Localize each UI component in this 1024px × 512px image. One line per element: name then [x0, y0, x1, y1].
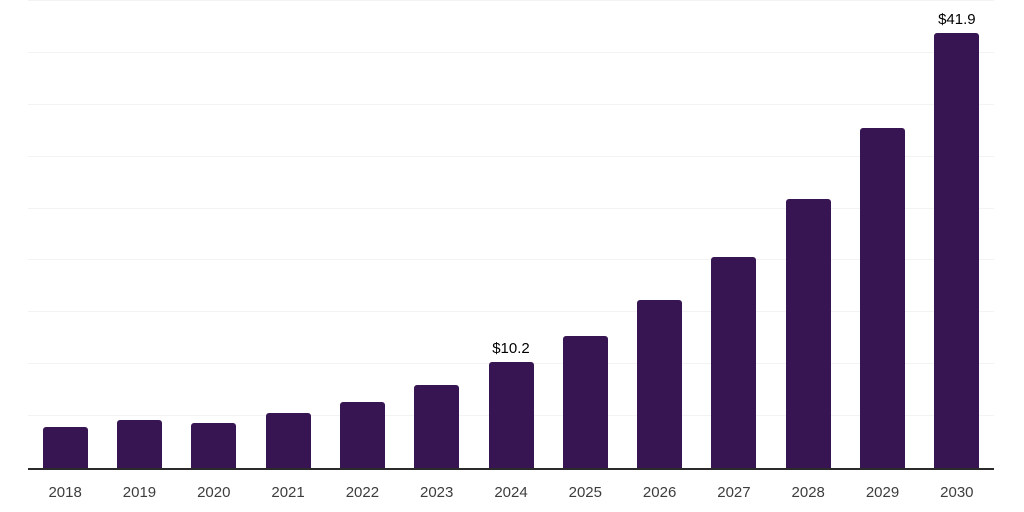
bar-2025: [562, 336, 608, 468]
bar-value-label-2024: $10.2: [492, 340, 530, 358]
x-tick-label-2025: 2025: [568, 484, 602, 501]
x-tick-label-2020: 2020: [197, 484, 231, 501]
gridline-25: [28, 207, 994, 209]
gridline-30: [28, 155, 994, 157]
gridline-35: [28, 103, 994, 105]
gridline-20: [28, 259, 994, 261]
bar-value-label-2030: $41.9: [938, 11, 976, 29]
bar-2018: [42, 426, 88, 468]
bar-2022: [339, 401, 385, 468]
gridline-15: [28, 311, 994, 313]
bar-2029: [860, 127, 906, 468]
bar-2027: [711, 257, 757, 468]
x-tick-label-2030: 2030: [940, 484, 974, 501]
gridline-45: [28, 0, 994, 1]
x-tick-label-2019: 2019: [122, 484, 157, 501]
bar-2019: [116, 420, 162, 468]
gridline-40: [28, 51, 994, 53]
plot-area: $10.2 $41.9: [28, 0, 994, 470]
x-tick-label-2023: 2023: [420, 484, 454, 501]
bar-2026: [637, 299, 683, 468]
x-tick-label-2024: 2024: [494, 484, 528, 501]
bar-2028: [785, 199, 831, 468]
x-tick-label-2018: 2018: [48, 484, 82, 501]
bar-2021: [265, 413, 311, 468]
bar-2020: [191, 423, 237, 468]
bar-2024: [488, 362, 534, 468]
x-tick-label-2026: 2026: [642, 484, 677, 501]
x-axis: 2018 2019 2020 2021 2022 2023 2024 2025 2026 2027…: [28, 484, 994, 506]
x-tick-label-2027: 2027: [717, 484, 751, 501]
bar-2030: [934, 33, 980, 468]
x-tick-label-2028: 2028: [791, 484, 825, 501]
bar-2023: [414, 384, 460, 468]
x-tick-label-2022: 2022: [345, 484, 380, 501]
x-tick-label-2029: 2029: [865, 484, 900, 501]
x-tick-label-2021: 2021: [271, 484, 305, 501]
